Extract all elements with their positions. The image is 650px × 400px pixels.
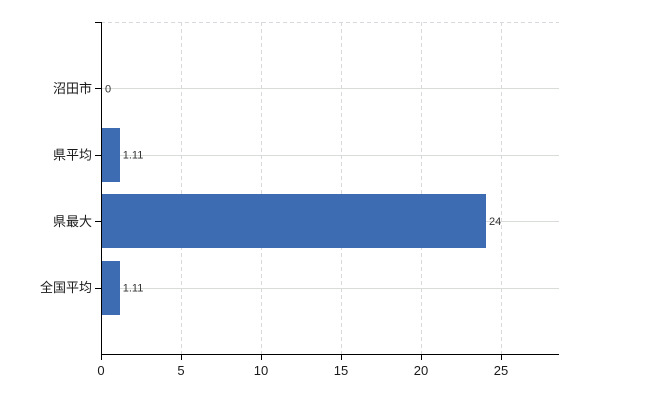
x-tick-label: 25 (494, 363, 508, 378)
data-label: 0 (105, 83, 111, 95)
x-tick-label: 15 (334, 363, 348, 378)
bar-2 (102, 194, 486, 248)
data-label: 1.11 (123, 150, 144, 162)
y-category-label: 県平均 (53, 147, 92, 162)
x-tick-label: 5 (177, 363, 184, 378)
x-tick-label: 10 (254, 363, 268, 378)
data-label: 1.11 (123, 282, 144, 294)
bar-3 (102, 261, 120, 315)
y-category-label: 県最大 (53, 214, 92, 229)
y-category-label: 全国平均 (40, 280, 92, 295)
y-category-label: 沼田市 (53, 81, 92, 96)
x-tick-label: 20 (414, 363, 428, 378)
data-label: 24 (489, 216, 501, 228)
bar-1 (102, 128, 120, 182)
x-tick-label: 0 (97, 363, 104, 378)
